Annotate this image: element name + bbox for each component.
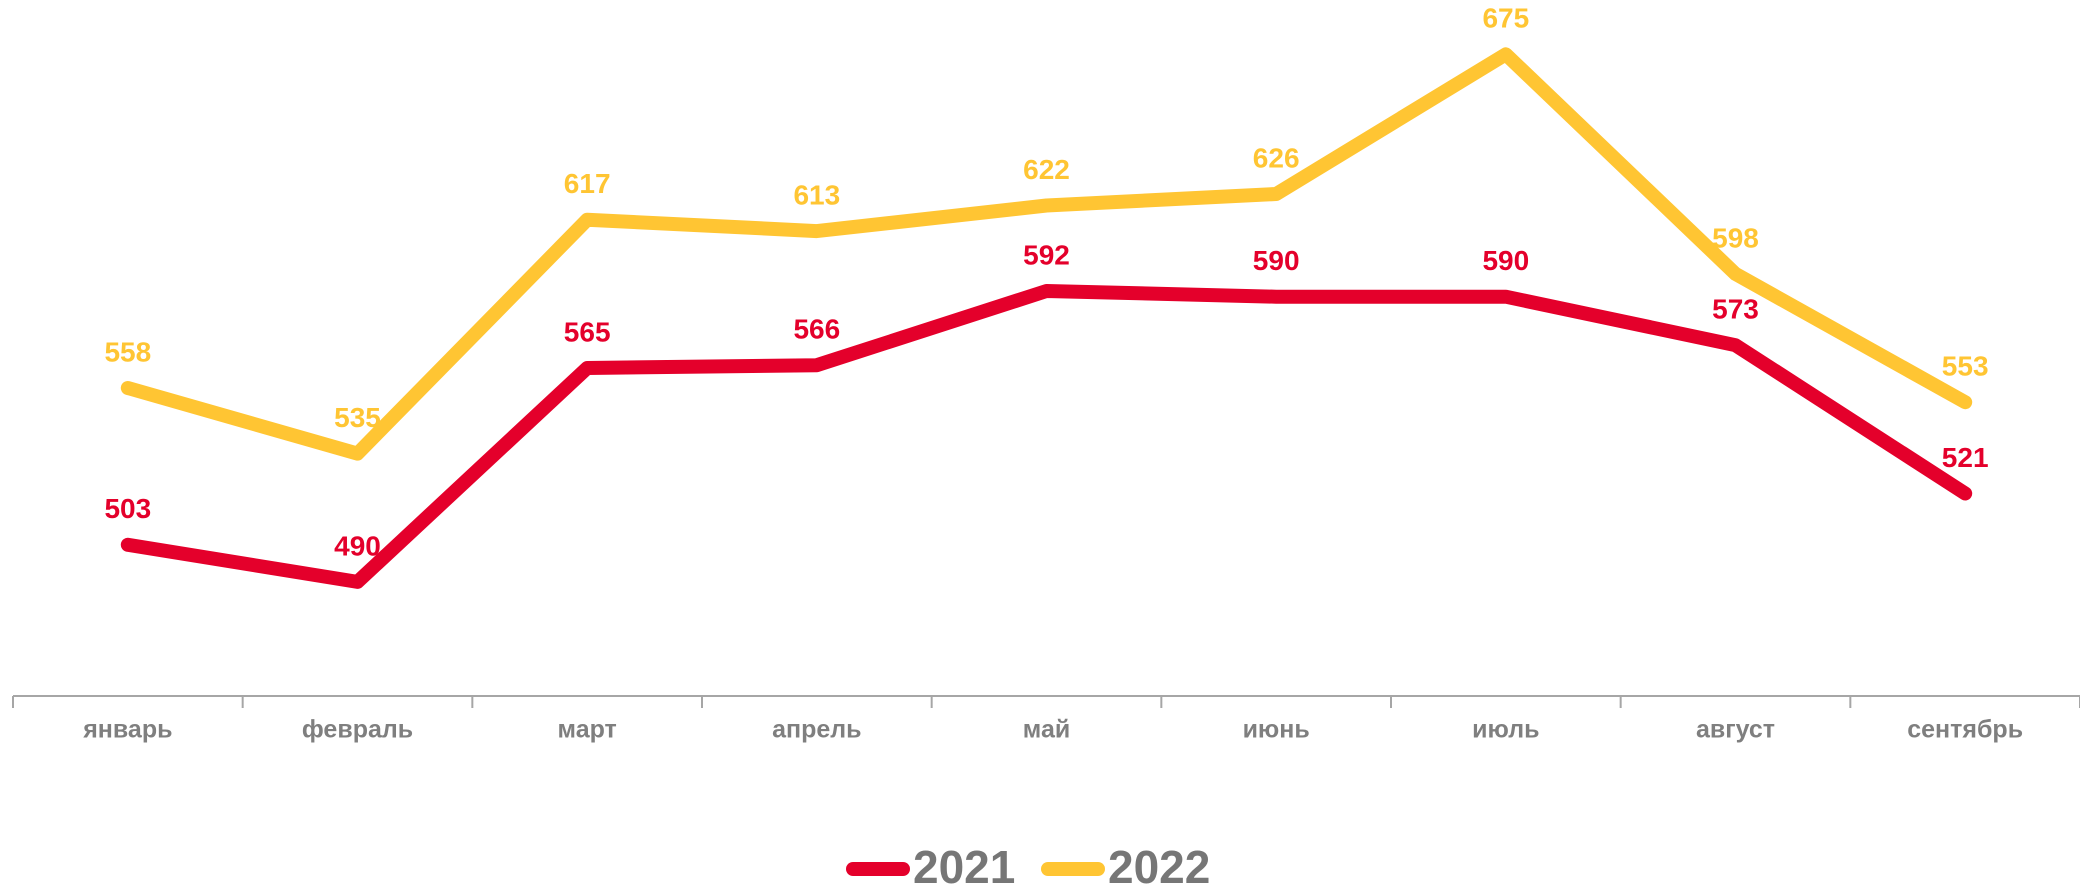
data-label: 503 bbox=[104, 493, 151, 524]
data-label: 622 bbox=[1023, 154, 1070, 185]
data-label: 590 bbox=[1482, 245, 1529, 276]
series-line bbox=[120, 47, 1973, 461]
data-label: 598 bbox=[1712, 222, 1759, 253]
x-tick-label: апрель bbox=[772, 716, 861, 744]
legend-label: 2021 bbox=[913, 841, 1015, 887]
x-tick-label: сентябрь bbox=[1907, 716, 2023, 744]
x-tick-label: январь bbox=[82, 716, 172, 744]
legend-label: 2022 bbox=[1108, 841, 1210, 887]
data-label: 553 bbox=[1942, 351, 1989, 382]
x-tick-label: март bbox=[558, 716, 617, 744]
x-tick-label: май bbox=[1023, 716, 1070, 744]
data-label: 490 bbox=[334, 530, 381, 561]
data-label: 675 bbox=[1482, 3, 1529, 34]
data-label: 573 bbox=[1712, 294, 1759, 325]
data-label: 617 bbox=[564, 168, 611, 199]
data-label: 521 bbox=[1942, 442, 1989, 473]
x-tick-label: февраль bbox=[302, 716, 413, 744]
data-label: 566 bbox=[793, 314, 840, 345]
data-label: 590 bbox=[1253, 245, 1300, 276]
x-tick-label: август bbox=[1696, 716, 1775, 744]
x-tick-label: июнь bbox=[1243, 716, 1310, 744]
data-label: 613 bbox=[793, 180, 840, 211]
data-label: 558 bbox=[104, 336, 151, 367]
x-tick-label: июль bbox=[1472, 716, 1539, 744]
data-label: 535 bbox=[334, 402, 381, 433]
series-line bbox=[120, 284, 1973, 589]
data-label: 565 bbox=[564, 316, 611, 347]
data-label: 592 bbox=[1023, 239, 1070, 270]
data-label: 626 bbox=[1253, 142, 1300, 173]
